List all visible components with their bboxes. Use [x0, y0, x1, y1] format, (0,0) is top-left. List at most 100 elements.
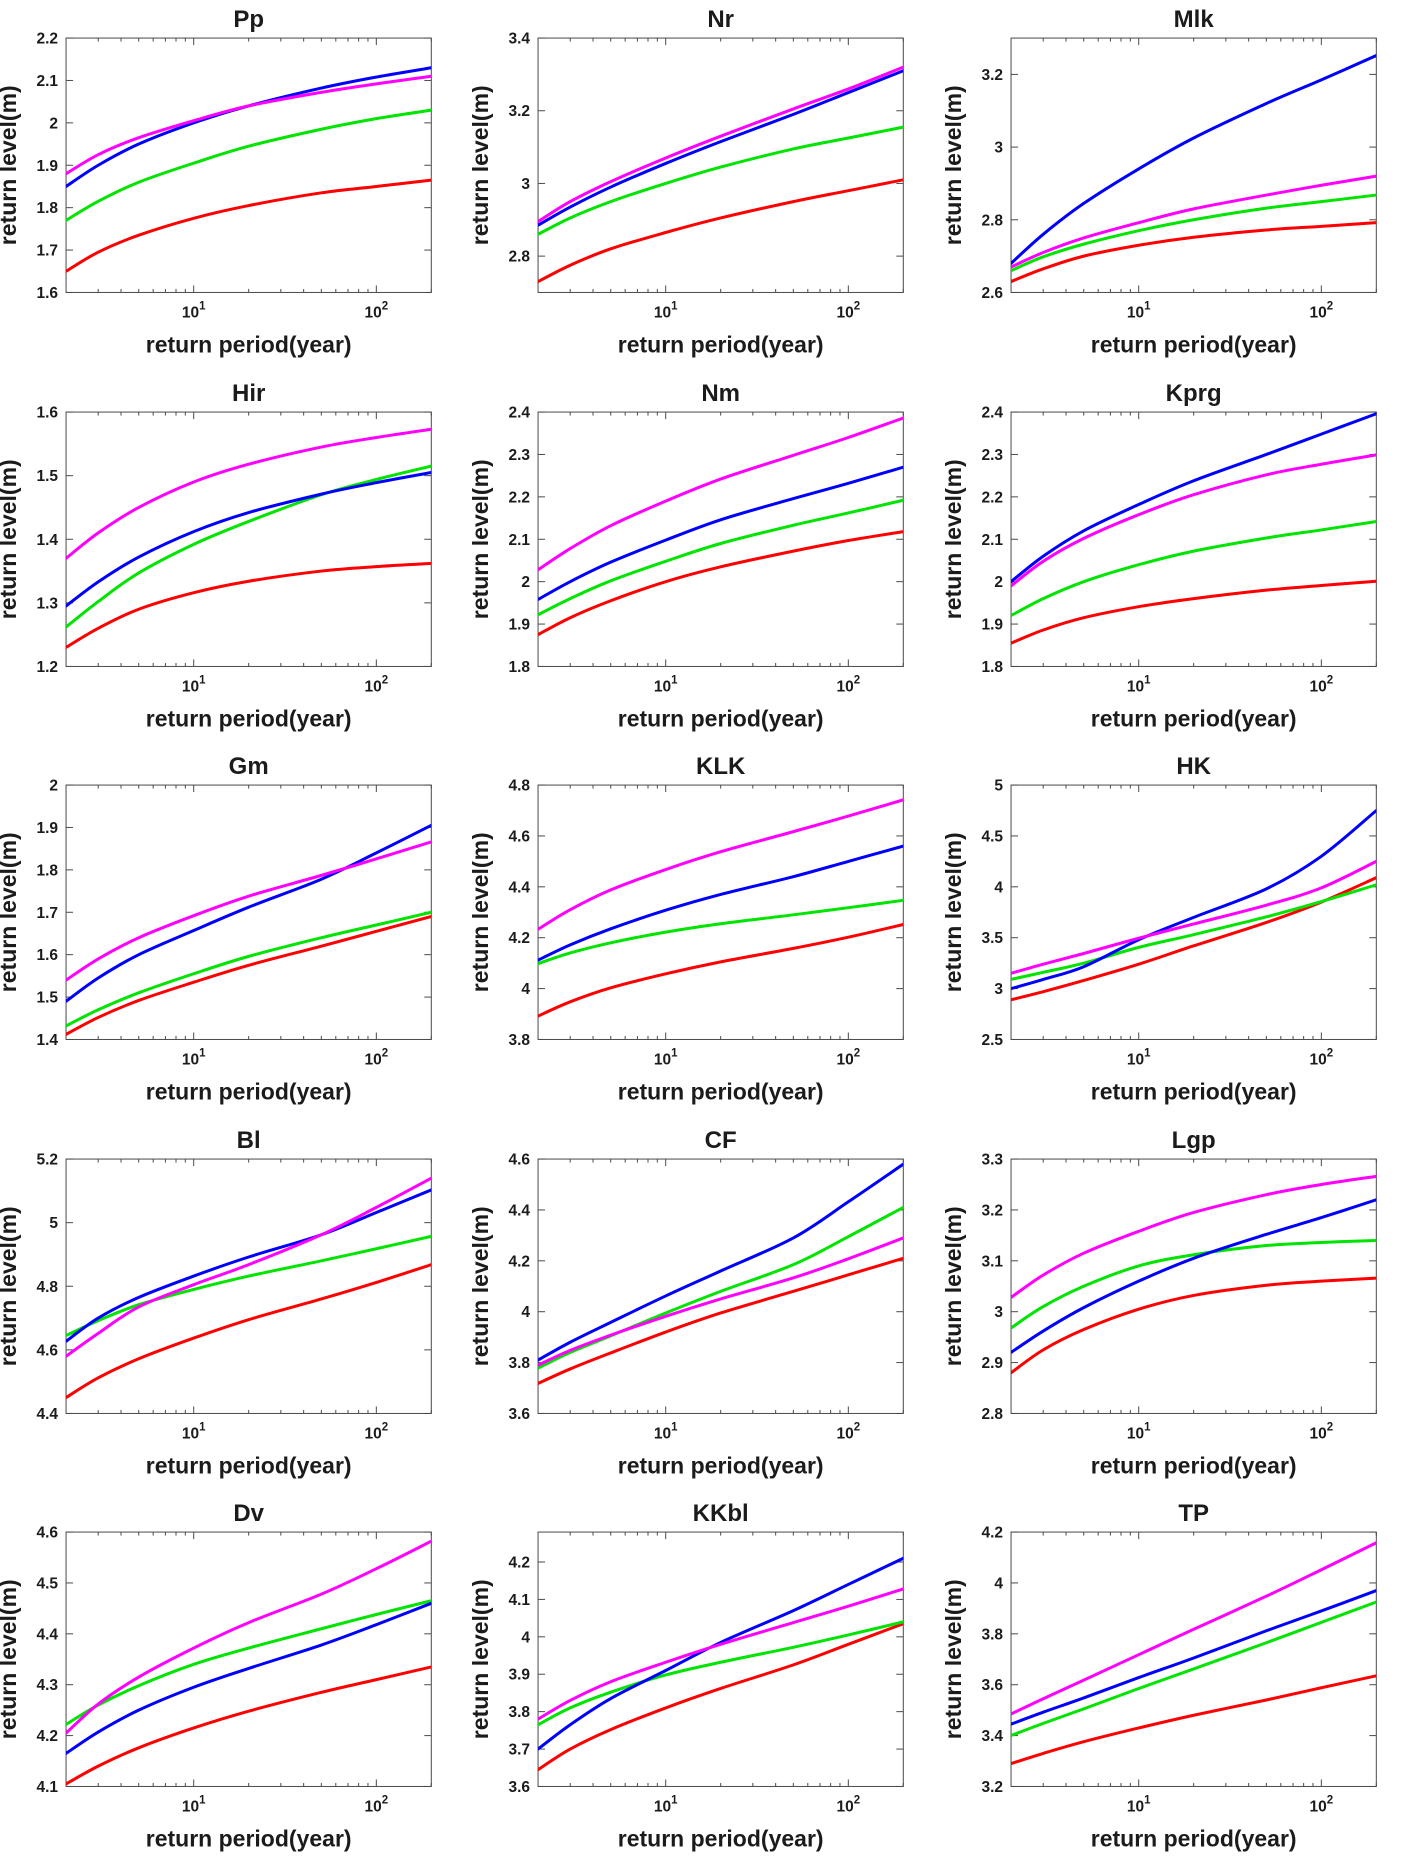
x-axis-label: return period(year) [146, 1452, 352, 1478]
y-axis-label: return level(m) [472, 459, 493, 619]
y-tick-label: 2.8 [981, 1406, 1003, 1423]
x-tick-label: 102 [1309, 1421, 1333, 1442]
x-tick-label: 101 [1127, 1048, 1151, 1069]
series-green-line [66, 1599, 432, 1727]
y-tick-label: 5 [994, 778, 1003, 795]
x-tick-label: 101 [182, 1421, 206, 1442]
series-red-line [1010, 579, 1376, 645]
y-tick-label: 2.1 [36, 73, 58, 90]
subplot-title: Bl [237, 1127, 261, 1154]
x-tick-label: 102 [1309, 300, 1333, 321]
x-tick-label: 102 [365, 1795, 389, 1816]
x-axis-label: return period(year) [1090, 1452, 1296, 1478]
x-tick-label: 102 [837, 1795, 861, 1816]
subplot-Nm: 101 102 1.8 1.9 2 2.1 2.2 2.3 2.4 Nm return period… [472, 380, 905, 731]
series-magenta-line [1010, 174, 1376, 269]
series-red-line [66, 561, 432, 649]
y-tick-label: 2 [994, 574, 1003, 591]
x-axis-label: return period(year) [1090, 705, 1296, 731]
x-axis-label: return period(year) [618, 705, 824, 731]
y-tick-label: 1.9 [36, 158, 58, 175]
x-tick-label: 101 [1127, 1795, 1151, 1816]
series-red-line [66, 1262, 432, 1399]
y-tick-label: 2.1 [509, 531, 531, 548]
series-green-line [538, 125, 904, 236]
series-blue-line [1010, 1589, 1376, 1727]
plot-box [1010, 411, 1377, 667]
y-axis-label: return level(m) [945, 1580, 966, 1740]
series-magenta-line [66, 427, 432, 560]
y-tick-label: 3.8 [509, 1032, 531, 1049]
y-tick-label: 4.5 [36, 1576, 58, 1593]
series-green-line [538, 1205, 904, 1370]
y-tick-label: 1.9 [36, 820, 58, 837]
x-axis-label: return period(year) [146, 1079, 352, 1105]
series-magenta-line [538, 65, 904, 224]
series-magenta-line [1010, 1174, 1376, 1299]
y-tick-label: 3.8 [509, 1705, 531, 1722]
y-tick-label: 3 [994, 140, 1003, 157]
y-tick-label: 1.8 [36, 863, 58, 880]
y-axis-label: return level(m) [945, 85, 966, 245]
x-axis-label: return period(year) [618, 1826, 824, 1852]
x-tick-label: 101 [1127, 674, 1151, 695]
x-tick-label: 102 [365, 300, 389, 321]
subplot-title: Nm [702, 380, 741, 407]
plot-box [1010, 37, 1377, 293]
series-green-line [1010, 193, 1376, 273]
series-magenta-line [66, 840, 432, 982]
y-tick-label: 3 [994, 981, 1003, 998]
series-blue-line [538, 465, 904, 601]
plot-box [537, 1158, 905, 1414]
series-red-line [1010, 1674, 1376, 1766]
series-magenta-line [66, 74, 432, 176]
y-tick-label: 4.4 [36, 1627, 58, 1644]
y-tick-label: 3.2 [509, 103, 531, 120]
y-tick-label: 3 [522, 176, 531, 193]
series-red-line [538, 178, 904, 284]
y-tick-label: 3.2 [981, 1779, 1003, 1796]
y-tick-label: 1.7 [36, 905, 58, 922]
y-tick-label: 4 [994, 1576, 1003, 1593]
y-tick-label: 2.4 [509, 404, 531, 421]
y-tick-label: 4.6 [36, 1525, 58, 1542]
subplot-title: Kprg [1165, 380, 1221, 407]
series-blue-line [1010, 1198, 1376, 1354]
y-axis-label: return level(m) [472, 1206, 493, 1366]
subplot-title: Nr [708, 6, 735, 33]
y-tick-label: 4.2 [509, 930, 531, 947]
series-green-line [66, 1234, 432, 1337]
y-tick-label: 3.5 [981, 930, 1003, 947]
y-tick-label: 2.5 [981, 1032, 1003, 1049]
series-red-line [1010, 1276, 1376, 1375]
y-tick-label: 3.4 [981, 1728, 1003, 1745]
y-tick-label: 2 [49, 778, 58, 795]
y-axis-label: return level(m) [0, 459, 21, 619]
y-tick-label: 1.6 [36, 285, 58, 302]
y-tick-label: 3.6 [509, 1406, 531, 1423]
y-tick-label: 2.8 [509, 249, 531, 266]
series-red-line [1010, 221, 1376, 284]
series-green-line [1010, 883, 1376, 982]
y-tick-label: 4.8 [509, 778, 531, 795]
subplot-Pp: 101 102 1.6 1.7 1.8 1.9 2 2.1 2.2 Pp return period… [0, 6, 432, 358]
y-tick-label: 1.5 [36, 990, 58, 1007]
subplot-Kprg: 101 102 1.8 1.9 2 2.1 2.2 2.3 2.4 Kprg return peri… [945, 380, 1377, 731]
y-tick-label: 4.1 [509, 1592, 531, 1609]
y-tick-label: 4.2 [509, 1253, 531, 1270]
x-tick-label: 102 [837, 674, 861, 695]
subplot-title: Hir [232, 380, 265, 407]
series-green-line [1010, 1600, 1376, 1738]
series-blue-line [1010, 411, 1376, 583]
subplot-title: Pp [233, 6, 264, 33]
series-magenta-line [1010, 452, 1376, 588]
subplot-KLK: 101 102 3.8 4 4.2 4.4 4.6 4.8 KLK return period(y… [472, 753, 905, 1105]
y-tick-label: 1.3 [36, 595, 58, 612]
x-tick-label: 102 [837, 1421, 861, 1442]
series-blue-line [66, 66, 432, 188]
y-tick-label: 4 [522, 1630, 531, 1647]
x-tick-label: 101 [654, 674, 678, 695]
y-tick-label: 5 [49, 1215, 58, 1232]
subplot-Bl: 101 102 4.4 4.6 4.8 5 5.2 Bl return period(year)… [0, 1127, 432, 1478]
y-tick-label: 4.6 [509, 1151, 531, 1168]
